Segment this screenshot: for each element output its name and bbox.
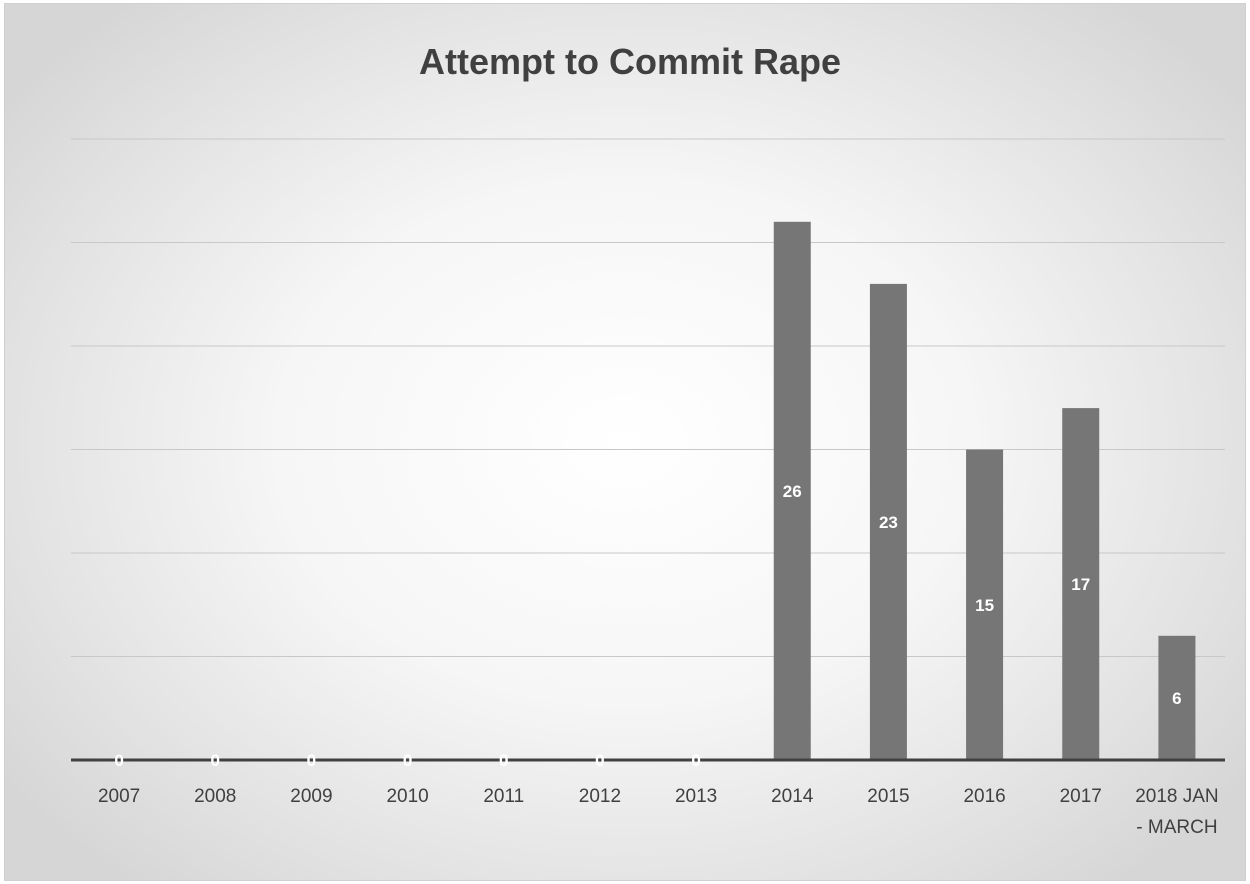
data-label: 0 xyxy=(211,751,220,770)
x-tick-label: 2009 xyxy=(290,786,332,807)
bar xyxy=(1062,408,1100,760)
x-tick-label: 2014 xyxy=(771,786,814,807)
data-label: 15 xyxy=(975,596,994,615)
data-label: 0 xyxy=(499,751,508,770)
data-label: 23 xyxy=(879,513,898,532)
chart-title: Attempt to Commit Rape xyxy=(419,41,841,82)
data-label: 0 xyxy=(307,751,316,770)
x-tick-label: 2013 xyxy=(675,786,717,807)
data-label: 0 xyxy=(691,751,700,770)
x-tick-labels: 2007 2008 2009 2010 2011 2012 2013 2014 2015 2016… xyxy=(98,786,1219,838)
data-label: 0 xyxy=(403,751,412,770)
bar xyxy=(966,449,1004,760)
data-label: 6 xyxy=(1172,689,1181,708)
x-tick-label: 2018 JAN - MARCH xyxy=(1135,786,1218,838)
x-tick-label: 2015 xyxy=(867,786,909,807)
data-label: 0 xyxy=(595,751,604,770)
bar xyxy=(773,221,811,761)
x-tick-label: 2007 xyxy=(98,786,140,807)
data-label: 17 xyxy=(1071,575,1090,594)
gridlines xyxy=(71,138,1225,657)
x-tick-label: 2008 xyxy=(194,786,236,807)
data-labels: 0 0 0 0 0 0 0 26 23 15 17 6 xyxy=(114,482,1181,770)
x-tick-label: 2012 xyxy=(579,786,621,807)
x-tick-label: 2010 xyxy=(386,786,428,807)
x-tick-label: 2016 xyxy=(963,786,1005,807)
bars xyxy=(773,221,1196,761)
bar xyxy=(869,283,907,760)
x-tick-label: 2011 xyxy=(483,786,524,807)
x-tick-label: 2017 xyxy=(1060,786,1102,807)
bar-chart: 2007 2008 2009 2010 2011 2012 2013 2014 2015 2016… xyxy=(71,41,1225,838)
bar xyxy=(1158,635,1196,760)
chart-area: 2007 2008 2009 2010 2011 2012 2013 2014 2015 2016… xyxy=(4,3,1246,881)
data-label: 26 xyxy=(783,482,802,501)
data-label: 0 xyxy=(114,751,123,770)
